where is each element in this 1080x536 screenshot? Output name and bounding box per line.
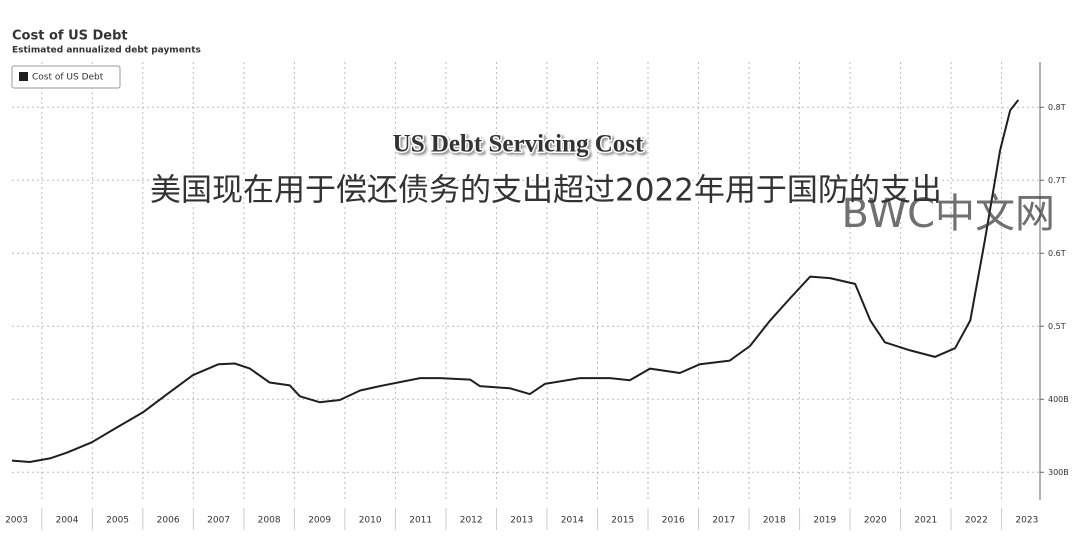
y-tick-label: 0.5T xyxy=(1048,322,1066,331)
x-tick-label: 2004 xyxy=(56,516,79,526)
x-tick-label: 2022 xyxy=(965,516,988,526)
x-tick-label: 2018 xyxy=(763,516,786,526)
chart-subtitle: Estimated annualized debt payments xyxy=(12,46,201,56)
x-tick-label: 2016 xyxy=(662,516,685,526)
y-tick-label: 300B xyxy=(1048,468,1069,477)
x-tick-label: 2012 xyxy=(460,516,483,526)
x-tick-label: 2014 xyxy=(561,516,584,526)
x-tick-label: 2013 xyxy=(510,516,533,526)
x-tick-label: 2008 xyxy=(258,516,281,526)
x-tick-label: 2021 xyxy=(914,516,937,526)
legend-box xyxy=(11,65,121,89)
legend-swatch xyxy=(19,72,28,81)
watermark: BWC中文网 xyxy=(842,191,1056,237)
x-tick-label: 2010 xyxy=(359,516,382,526)
x-tick-label: 2009 xyxy=(308,516,331,526)
data-line xyxy=(11,99,1020,463)
x-tick-label: 2017 xyxy=(712,516,735,526)
legend-label: Cost of US Debt xyxy=(32,73,104,83)
x-tick-label: 2005 xyxy=(106,516,129,526)
x-tick-label: 2023 xyxy=(1015,516,1038,526)
plot-area: 300B 400B 0.5T 0.6T 0.7T 0.8T 2003 2004 2005 2006… xyxy=(5,62,1069,530)
y-tick-label: 0.7T xyxy=(1048,176,1066,185)
overlay-caption: 美国现在用于偿还债务的支出超过2022年用于国防的支出 xyxy=(150,173,942,209)
y-tick-label: 0.6T xyxy=(1048,249,1066,258)
x-tick-label: 2020 xyxy=(864,516,887,526)
y-tick-label: 0.8T xyxy=(1048,103,1066,112)
chart-title: Cost of US Debt xyxy=(12,29,128,44)
x-tick-label: 2015 xyxy=(611,516,634,526)
x-tick-label: 2011 xyxy=(409,516,432,526)
x-tick-label: 2003 xyxy=(5,516,28,526)
x-tick-label: 2006 xyxy=(157,516,180,526)
y-tick-label: 400B xyxy=(1048,395,1069,404)
x-tick-label: 2019 xyxy=(813,516,836,526)
overlay-title: US Debt Servicing Cost xyxy=(393,131,644,158)
x-tick-label: 2007 xyxy=(207,516,230,526)
